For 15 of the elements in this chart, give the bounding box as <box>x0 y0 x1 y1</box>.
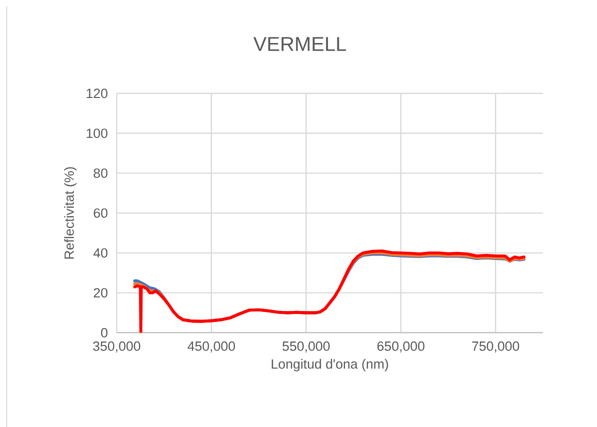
y-tick-label: 20 <box>94 288 108 298</box>
x-tick-label: 750,000 <box>472 341 520 352</box>
x-axis-title: Longitud d'ona (nm) <box>272 358 388 372</box>
x-tick-label: 650,000 <box>377 341 424 352</box>
x-tick-label: 550,000 <box>282 341 330 352</box>
x-tick-label: 350,000 <box>93 341 140 352</box>
y-tick-label: 80 <box>94 168 108 178</box>
y-tick-label: 0 <box>101 328 108 338</box>
chart-title: VERMELL <box>253 37 346 51</box>
y-tick-label: 60 <box>94 208 108 218</box>
y-tick-label: 100 <box>86 128 108 138</box>
y-axis-title: Reflectivitat (%) <box>64 167 77 259</box>
y-tick-label: 40 <box>93 248 108 258</box>
y-tick-label: 120 <box>86 88 108 98</box>
x-tick-label: 450,000 <box>188 341 235 352</box>
